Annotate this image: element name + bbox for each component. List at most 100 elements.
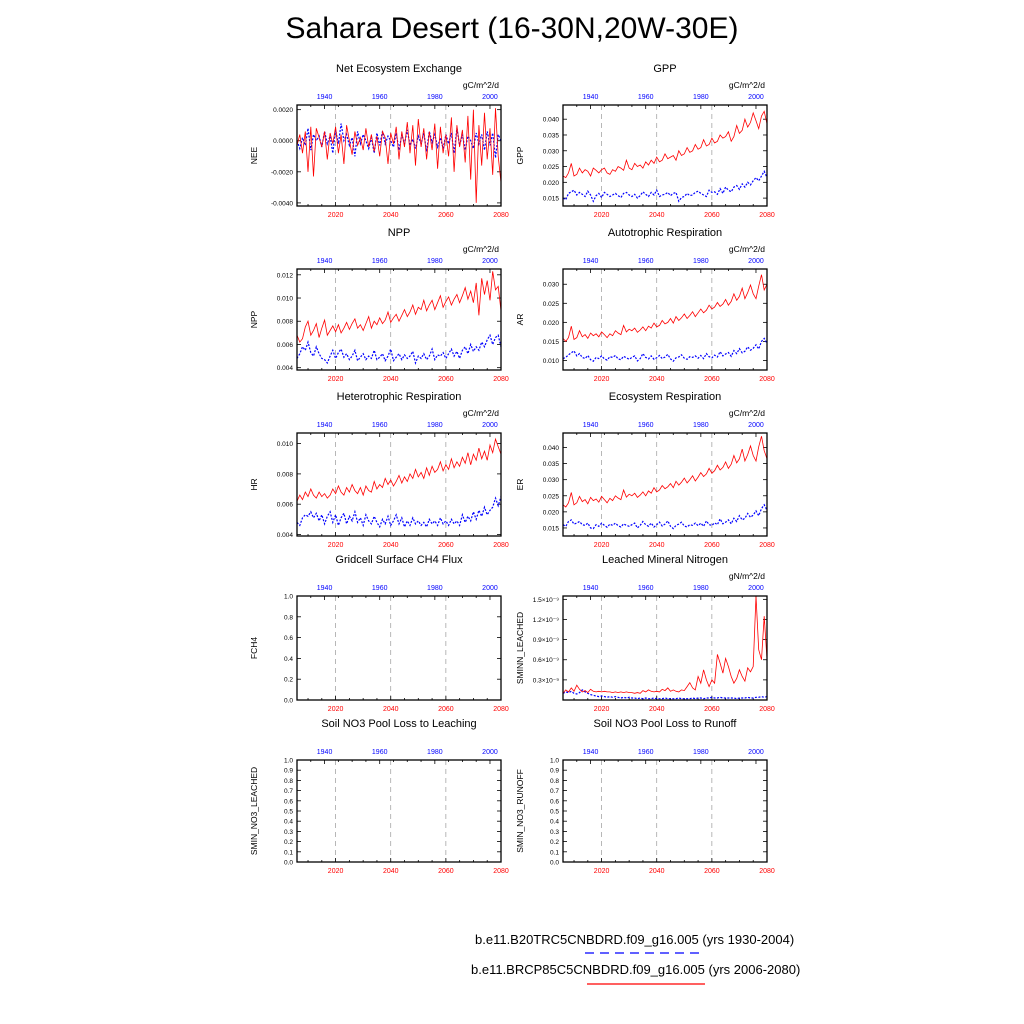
series-line-future <box>562 274 768 343</box>
y-tick-label: 0.030 <box>543 282 560 289</box>
x-tick-label-top: 1960 <box>638 258 654 265</box>
x-tick-label-top: 1980 <box>693 94 709 101</box>
y-tick-label: 0.2 <box>284 839 293 846</box>
x-tick-label-bottom: 2060 <box>704 706 720 713</box>
series-line-historical <box>296 333 502 365</box>
x-tick-label-bottom: 2040 <box>383 868 399 875</box>
plot-frame <box>296 759 502 863</box>
y-tick-label: 0.5 <box>284 809 293 816</box>
series-line-historical <box>562 503 768 530</box>
x-tick-label-bottom: 2080 <box>759 212 775 219</box>
y-tick-label: 0.6×10⁻⁹ <box>533 657 559 664</box>
x-tick-label-top: 1960 <box>372 749 388 756</box>
y-tick-label: 0.4 <box>550 819 559 826</box>
y-tick-label: 0.010 <box>277 296 294 303</box>
x-tick-label-bottom: 2080 <box>493 868 509 875</box>
panel-units: gC/m^2/d <box>729 244 765 254</box>
panel-2: NPP gC/m^2/d NPP 2020 2040 2060 2080 1940 1960 19… <box>249 227 509 383</box>
y-axis-label: AR <box>515 314 525 326</box>
x-tick-label-top: 1960 <box>638 585 654 592</box>
y-axis-label: SMIN_NO3_LEACHED <box>249 767 259 855</box>
y-tick-label: -0.0040 <box>271 200 293 207</box>
x-tick-label-bottom: 2020 <box>594 542 610 549</box>
x-tick-label-top: 1980 <box>427 94 443 101</box>
y-tick-label: 0.020 <box>543 320 560 327</box>
panel-title: Autotrophic Respiration <box>608 227 722 239</box>
x-tick-label-top: 2000 <box>748 94 764 101</box>
y-tick-label: 0.9 <box>284 768 293 775</box>
y-tick-label: 0.8 <box>284 778 293 785</box>
x-tick-label-bottom: 2060 <box>704 868 720 875</box>
plot-frame <box>296 595 502 701</box>
x-tick-label-top: 1980 <box>427 258 443 265</box>
y-tick-label: 1.0 <box>284 594 293 601</box>
x-tick-label-top: 1960 <box>638 749 654 756</box>
y-tick-label: 0.2 <box>550 839 559 846</box>
series-line-future <box>296 271 502 343</box>
panel-title: Leached Mineral Nitrogen <box>602 554 728 566</box>
series-line-future <box>562 436 768 508</box>
panel-units: gC/m^2/d <box>463 244 499 254</box>
x-tick-label-top: 2000 <box>482 258 498 265</box>
x-tick-label-bottom: 2020 <box>328 868 344 875</box>
y-tick-label: 0.020 <box>543 509 560 516</box>
panel-6: Gridcell Surface CH4 Flux FCH4 2020 2040 206… <box>249 554 509 713</box>
y-tick-label: 0.004 <box>277 365 294 372</box>
x-tick-label-top: 1980 <box>693 585 709 592</box>
y-tick-label: 1.2×10⁻⁹ <box>533 617 559 624</box>
y-tick-label: 0.6 <box>284 635 293 642</box>
y-axis-label: FCH4 <box>249 637 259 659</box>
panel-title: Soil NO3 Pool Loss to Runoff <box>594 718 738 730</box>
x-tick-label-bottom: 2060 <box>438 706 454 713</box>
x-tick-label-top: 2000 <box>482 422 498 429</box>
x-tick-label-top: 2000 <box>482 749 498 756</box>
x-tick-label-top: 2000 <box>482 94 498 101</box>
x-tick-label-top: 1940 <box>317 422 333 429</box>
x-tick-label-bottom: 2020 <box>328 706 344 713</box>
panel-title: NPP <box>388 227 411 239</box>
x-tick-label-bottom: 2060 <box>438 542 454 549</box>
y-tick-label: 0.6 <box>550 798 559 805</box>
panel-title: Net Ecosystem Exchange <box>336 63 462 75</box>
y-tick-label: 0.020 <box>543 180 560 187</box>
plot-frame <box>562 759 768 863</box>
x-tick-label-top: 1940 <box>583 585 599 592</box>
series-line-future <box>562 595 768 694</box>
x-tick-label-bottom: 2060 <box>704 212 720 219</box>
y-tick-label: 0.0020 <box>273 107 293 114</box>
y-axis-label: HR <box>249 478 259 490</box>
x-tick-label-top: 1940 <box>317 749 333 756</box>
series-line-historical <box>296 496 502 529</box>
x-tick-label-top: 1960 <box>638 422 654 429</box>
y-tick-label: 0.040 <box>543 445 560 452</box>
y-tick-label: 1.5×10⁻⁹ <box>533 597 559 604</box>
panel-units: gC/m^2/d <box>463 80 499 90</box>
x-tick-label-bottom: 2040 <box>383 706 399 713</box>
panel-9: Soil NO3 Pool Loss to Runoff SMIN_NO3_RUN… <box>515 718 775 875</box>
y-tick-label: 0.025 <box>543 493 560 500</box>
legend-future-swatch <box>587 983 705 985</box>
x-tick-label-top: 1960 <box>372 94 388 101</box>
plot-frame <box>296 268 502 371</box>
y-axis-label: SMINN_LEACHED <box>515 612 525 684</box>
y-tick-label: 0.2 <box>284 677 293 684</box>
series-line-future <box>296 108 502 203</box>
plot-frame <box>562 104 768 207</box>
x-tick-label-top: 1940 <box>317 585 333 592</box>
panel-5: Ecosystem Respiration gC/m^2/d ER 2020 2040 2… <box>515 391 775 549</box>
series-line-future <box>296 437 502 502</box>
x-tick-label-bottom: 2080 <box>759 542 775 549</box>
x-tick-label-bottom: 2020 <box>594 868 610 875</box>
x-tick-label-top: 2000 <box>748 585 764 592</box>
panel-units: gC/m^2/d <box>729 408 765 418</box>
y-tick-label: 0.3 <box>284 829 293 836</box>
y-axis-label: NPP <box>249 310 259 328</box>
y-tick-label: 0.010 <box>543 358 560 365</box>
x-tick-label-bottom: 2080 <box>493 212 509 219</box>
x-tick-label-top: 1940 <box>317 258 333 265</box>
panel-title: GPP <box>653 63 676 75</box>
x-tick-label-top: 2000 <box>748 258 764 265</box>
y-tick-label: 0.6 <box>284 798 293 805</box>
y-tick-label: -0.0020 <box>271 169 293 176</box>
